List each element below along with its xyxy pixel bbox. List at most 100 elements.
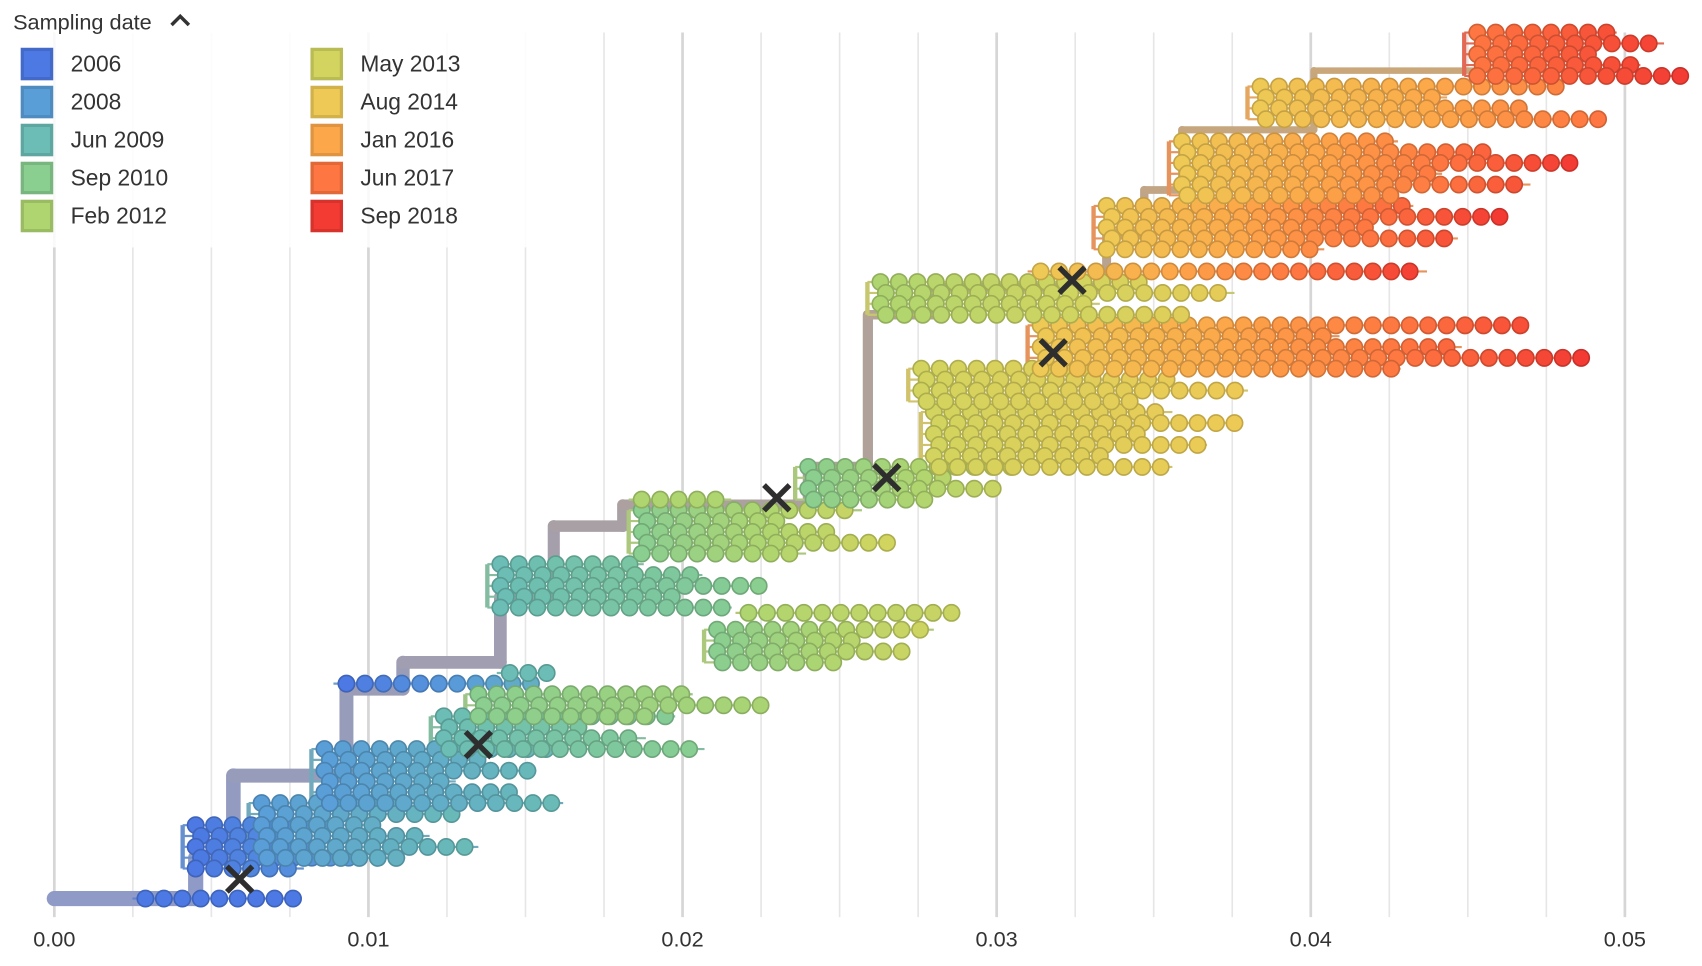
tip[interactable]: [706, 490, 725, 509]
tip[interactable]: [1024, 305, 1043, 324]
tip[interactable]: [1179, 262, 1198, 281]
tip[interactable]: [537, 664, 556, 682]
tip[interactable]: [1511, 316, 1530, 335]
tip[interactable]: [1349, 110, 1368, 129]
tip[interactable]: [491, 598, 510, 617]
tip[interactable]: [831, 603, 850, 622]
tip[interactable]: [1449, 153, 1468, 172]
tip[interactable]: [506, 707, 525, 726]
legend-swatch[interactable]: [20, 85, 54, 119]
mutation-marker-x-icon[interactable]: [1057, 265, 1087, 295]
tip[interactable]: [1271, 262, 1290, 281]
tip[interactable]: [1515, 110, 1534, 129]
tip[interactable]: [1300, 240, 1319, 259]
tip[interactable]: [1326, 359, 1345, 378]
tip[interactable]: [860, 490, 878, 509]
tip[interactable]: [804, 490, 823, 509]
tip[interactable]: [1133, 381, 1152, 400]
tip[interactable]: [1486, 153, 1505, 172]
tip[interactable]: [448, 674, 467, 693]
tip[interactable]: [632, 490, 651, 509]
tip[interactable]: [523, 794, 542, 812]
tip[interactable]: [487, 707, 506, 726]
tip[interactable]: [1059, 457, 1078, 476]
tip[interactable]: [210, 889, 229, 908]
tip[interactable]: [1639, 34, 1658, 53]
tip[interactable]: [1116, 240, 1135, 259]
tip[interactable]: [1065, 392, 1084, 411]
tip[interactable]: [602, 598, 621, 617]
tip[interactable]: [1245, 240, 1264, 259]
tip[interactable]: [991, 392, 1010, 411]
tip[interactable]: [1533, 110, 1552, 129]
tip[interactable]: [1153, 305, 1172, 324]
tip[interactable]: [413, 794, 432, 812]
tip[interactable]: [1312, 110, 1331, 129]
tip[interactable]: [928, 479, 947, 498]
tip[interactable]: [136, 889, 155, 908]
legend-item-label[interactable]: Sep 2010: [71, 165, 169, 191]
tip[interactable]: [1579, 66, 1597, 85]
tip[interactable]: [1010, 392, 1028, 411]
tip[interactable]: [1170, 436, 1189, 454]
tip[interactable]: [1061, 305, 1080, 324]
tip[interactable]: [739, 603, 758, 622]
tip[interactable]: [1263, 240, 1282, 259]
tip[interactable]: [1068, 359, 1087, 378]
tip[interactable]: [455, 837, 474, 856]
tip[interactable]: [580, 707, 599, 726]
tip[interactable]: [1560, 153, 1579, 172]
tip[interactable]: [657, 598, 676, 617]
tip[interactable]: [905, 603, 924, 622]
legend-item-label[interactable]: Aug 2014: [360, 89, 458, 115]
legend-item-label[interactable]: Jun 2009: [71, 127, 165, 153]
tip[interactable]: [639, 598, 657, 617]
tip[interactable]: [1123, 262, 1142, 281]
tip[interactable]: [913, 305, 932, 324]
tip[interactable]: [985, 457, 1004, 476]
tip[interactable]: [1382, 359, 1401, 378]
tip[interactable]: [173, 889, 192, 908]
tip[interactable]: [1225, 414, 1244, 432]
tip[interactable]: [794, 603, 813, 622]
tip[interactable]: [1456, 316, 1474, 335]
tip[interactable]: [437, 837, 456, 856]
tip[interactable]: [1523, 66, 1542, 85]
tip[interactable]: [284, 889, 302, 908]
tip[interactable]: [1197, 359, 1216, 378]
tip[interactable]: [855, 642, 874, 661]
tip[interactable]: [1123, 359, 1142, 378]
tip[interactable]: [392, 674, 411, 693]
tip[interactable]: [712, 576, 731, 595]
tip[interactable]: [743, 544, 762, 563]
tip[interactable]: [1342, 229, 1361, 248]
tip[interactable]: [1135, 283, 1154, 302]
tip[interactable]: [320, 794, 339, 812]
tip[interactable]: [1345, 262, 1364, 281]
tip[interactable]: [714, 696, 733, 715]
tip[interactable]: [1553, 348, 1572, 367]
tip[interactable]: [1179, 359, 1198, 378]
tip[interactable]: [892, 642, 911, 661]
chevron-up-icon[interactable]: [170, 13, 191, 27]
tip[interactable]: [1542, 153, 1560, 172]
tip[interactable]: [1252, 186, 1271, 205]
tip[interactable]: [1379, 229, 1398, 248]
tip[interactable]: [598, 707, 617, 726]
tip[interactable]: [1326, 262, 1345, 281]
tip[interactable]: [1208, 240, 1227, 259]
tip[interactable]: [1189, 240, 1208, 259]
tip[interactable]: [911, 620, 930, 639]
tip[interactable]: [965, 479, 984, 498]
tip[interactable]: [1516, 348, 1535, 367]
tip[interactable]: [1345, 359, 1364, 378]
tip[interactable]: [1436, 77, 1454, 96]
tip[interactable]: [1400, 262, 1419, 281]
tip[interactable]: [1031, 262, 1050, 281]
tip[interactable]: [675, 598, 694, 617]
tip[interactable]: [1589, 110, 1608, 129]
tip[interactable]: [1379, 207, 1398, 226]
tip[interactable]: [874, 642, 893, 661]
tip[interactable]: [350, 848, 369, 867]
tip[interactable]: [1468, 175, 1487, 194]
